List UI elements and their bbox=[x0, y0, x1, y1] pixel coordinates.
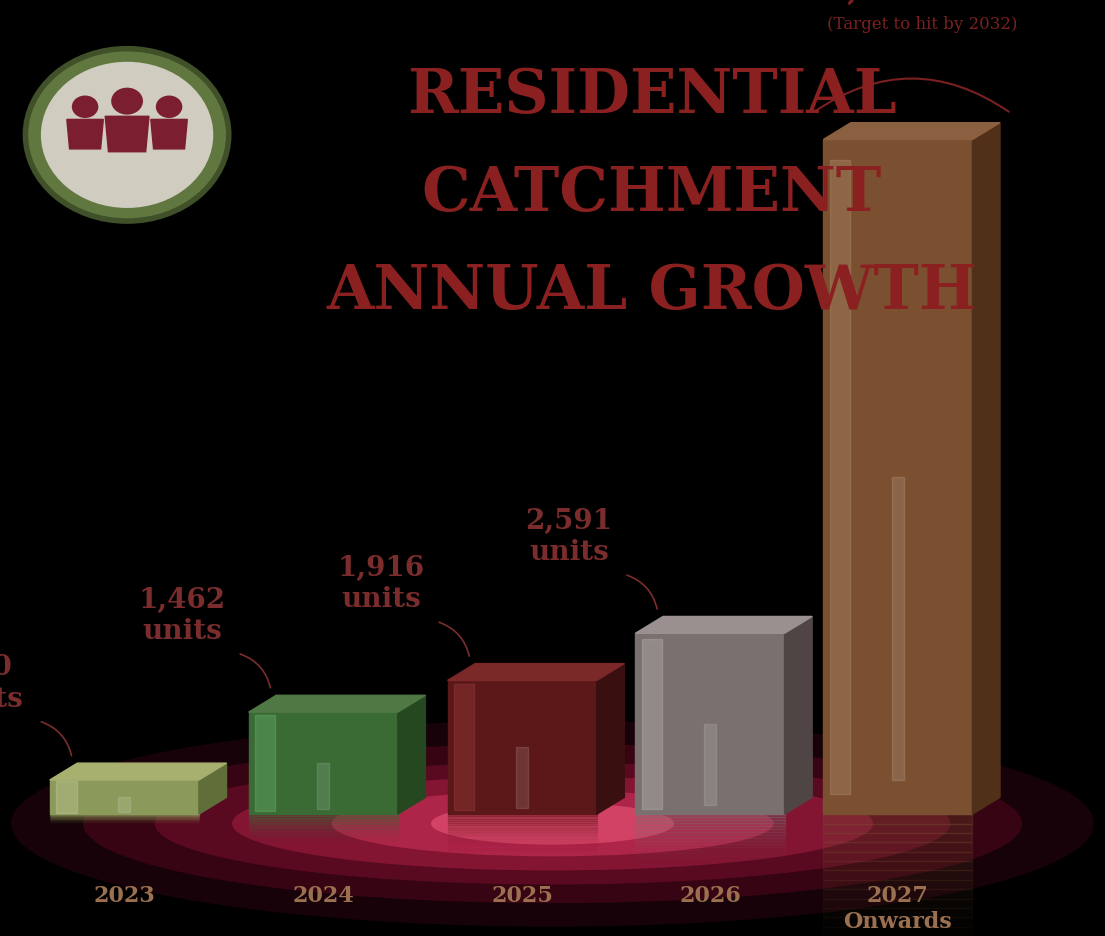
Text: 2,591
units: 2,591 units bbox=[526, 507, 612, 565]
Polygon shape bbox=[642, 639, 662, 809]
Polygon shape bbox=[823, 833, 972, 842]
Polygon shape bbox=[249, 712, 398, 814]
Polygon shape bbox=[249, 829, 398, 831]
Text: (Target to hit by 2032): (Target to hit by 2032) bbox=[828, 16, 1018, 33]
Polygon shape bbox=[635, 814, 785, 817]
Polygon shape bbox=[249, 819, 398, 821]
Polygon shape bbox=[249, 828, 398, 829]
Polygon shape bbox=[448, 827, 597, 830]
Polygon shape bbox=[50, 780, 199, 814]
Polygon shape bbox=[830, 161, 850, 794]
Polygon shape bbox=[635, 824, 785, 826]
Polygon shape bbox=[118, 797, 130, 812]
Polygon shape bbox=[249, 816, 398, 818]
Polygon shape bbox=[635, 839, 785, 841]
Polygon shape bbox=[823, 140, 972, 814]
Polygon shape bbox=[448, 830, 597, 832]
Polygon shape bbox=[448, 821, 597, 824]
Polygon shape bbox=[597, 664, 624, 814]
Text: 1,916
units: 1,916 units bbox=[338, 554, 424, 612]
Ellipse shape bbox=[83, 744, 1022, 903]
Polygon shape bbox=[892, 477, 904, 781]
Polygon shape bbox=[635, 617, 812, 634]
Polygon shape bbox=[823, 814, 972, 824]
Polygon shape bbox=[255, 715, 275, 812]
Polygon shape bbox=[823, 908, 972, 917]
Polygon shape bbox=[249, 814, 398, 816]
Polygon shape bbox=[823, 899, 972, 908]
Text: 2026: 2026 bbox=[680, 885, 740, 906]
Polygon shape bbox=[823, 842, 972, 852]
Polygon shape bbox=[823, 852, 972, 861]
Ellipse shape bbox=[155, 763, 950, 885]
Polygon shape bbox=[635, 829, 785, 832]
Ellipse shape bbox=[232, 777, 873, 870]
Circle shape bbox=[72, 96, 98, 119]
Polygon shape bbox=[249, 825, 398, 826]
Polygon shape bbox=[635, 634, 785, 814]
Ellipse shape bbox=[11, 721, 1094, 927]
Text: 2027
Onwards: 2027 Onwards bbox=[843, 885, 953, 932]
Text: 2024: 2024 bbox=[293, 885, 354, 906]
Polygon shape bbox=[249, 695, 425, 712]
Polygon shape bbox=[249, 818, 398, 819]
Polygon shape bbox=[56, 782, 76, 813]
Text: 2025: 2025 bbox=[492, 885, 552, 906]
Polygon shape bbox=[635, 820, 785, 824]
Circle shape bbox=[41, 63, 213, 209]
Polygon shape bbox=[50, 763, 227, 780]
Polygon shape bbox=[635, 832, 785, 836]
Ellipse shape bbox=[332, 791, 774, 856]
Text: 2023: 2023 bbox=[94, 885, 155, 906]
Polygon shape bbox=[448, 832, 597, 834]
Polygon shape bbox=[454, 685, 474, 811]
Polygon shape bbox=[249, 826, 398, 828]
Polygon shape bbox=[823, 870, 972, 880]
Circle shape bbox=[112, 89, 143, 115]
Polygon shape bbox=[516, 748, 528, 808]
Polygon shape bbox=[823, 880, 972, 889]
Polygon shape bbox=[823, 861, 972, 870]
Polygon shape bbox=[150, 121, 187, 150]
Polygon shape bbox=[635, 826, 785, 829]
Polygon shape bbox=[823, 124, 1000, 140]
Polygon shape bbox=[448, 816, 597, 819]
Polygon shape bbox=[448, 680, 597, 814]
Polygon shape bbox=[448, 824, 597, 826]
Ellipse shape bbox=[431, 803, 674, 844]
Text: 9,664 units: 9,664 units bbox=[827, 0, 1019, 7]
Polygon shape bbox=[448, 819, 597, 821]
Polygon shape bbox=[249, 821, 398, 823]
Polygon shape bbox=[448, 814, 597, 816]
Polygon shape bbox=[823, 889, 972, 899]
Polygon shape bbox=[448, 837, 597, 839]
Circle shape bbox=[25, 50, 229, 222]
Polygon shape bbox=[704, 724, 716, 805]
Polygon shape bbox=[823, 824, 972, 833]
Polygon shape bbox=[972, 124, 1000, 814]
Polygon shape bbox=[785, 617, 812, 814]
Polygon shape bbox=[635, 817, 785, 820]
Polygon shape bbox=[398, 695, 425, 814]
Polygon shape bbox=[448, 834, 597, 837]
Polygon shape bbox=[317, 764, 329, 810]
Text: CATCHMENT: CATCHMENT bbox=[422, 164, 882, 224]
Text: ANNUAL GROWTH: ANNUAL GROWTH bbox=[327, 262, 977, 322]
Polygon shape bbox=[199, 763, 227, 814]
Polygon shape bbox=[67, 121, 104, 150]
Text: RESIDENTIAL: RESIDENTIAL bbox=[407, 66, 897, 125]
Polygon shape bbox=[635, 844, 785, 847]
Text: 490
units: 490 units bbox=[0, 653, 23, 711]
Text: 1,462
units: 1,462 units bbox=[139, 586, 225, 644]
Polygon shape bbox=[105, 117, 149, 153]
Circle shape bbox=[156, 96, 182, 119]
Polygon shape bbox=[249, 823, 398, 825]
Polygon shape bbox=[448, 664, 624, 680]
Polygon shape bbox=[635, 841, 785, 844]
Polygon shape bbox=[635, 836, 785, 839]
Polygon shape bbox=[249, 831, 398, 833]
Polygon shape bbox=[448, 826, 597, 827]
